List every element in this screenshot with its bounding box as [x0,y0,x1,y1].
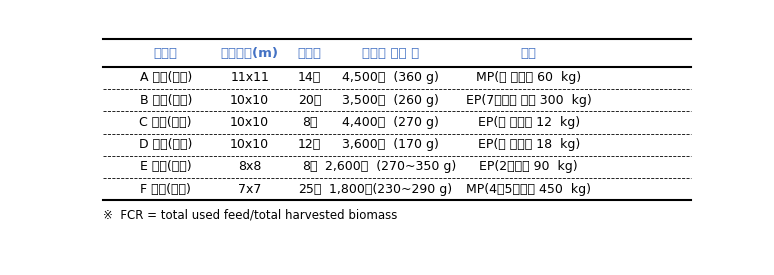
Text: 4,500미  (360 g): 4,500미 (360 g) [342,72,439,84]
Text: 2,600미  (270~350 g): 2,600미 (270~350 g) [325,160,457,174]
Text: EP(한 수조당 18  kg): EP(한 수조당 18 kg) [478,138,580,151]
Text: 8x8: 8x8 [238,160,262,174]
Text: MP(한 수조당 60  kg): MP(한 수조당 60 kg) [476,72,581,84]
Text: EP(2만미에 90  kg): EP(2만미에 90 kg) [479,160,578,174]
Text: 수조수: 수조수 [298,47,322,60]
Text: 10x10: 10x10 [230,138,269,151]
Text: 11x11: 11x11 [231,72,269,84]
Text: 수조크기(m): 수조크기(m) [221,47,279,60]
Text: F 수산(포항): F 수산(포항) [140,183,191,196]
Text: 사료: 사료 [521,47,536,60]
Text: ※  FCR = total used feed/total harvested biomass: ※ FCR = total used feed/total harvested … [103,209,397,222]
Text: 25개: 25개 [298,183,321,196]
Text: 업체명: 업체명 [154,47,178,60]
Text: EP(한 수조당 12  kg): EP(한 수조당 12 kg) [478,116,580,129]
Text: 12개: 12개 [298,138,321,151]
Text: E 수산(포항): E 수산(포항) [140,160,191,174]
Text: 3,500미  (260 g): 3,500미 (260 g) [342,94,439,107]
Text: 14개: 14개 [298,72,321,84]
Text: 3,600미  (170 g): 3,600미 (170 g) [342,138,439,151]
Text: 4,400미  (270 g): 4,400미 (270 g) [342,116,439,129]
Text: MP(4만5천미에 450  kg): MP(4만5천미에 450 kg) [466,183,591,196]
Text: D 수산(제주): D 수산(제주) [139,138,193,151]
Text: 10x10: 10x10 [230,116,269,129]
Text: 7x7: 7x7 [238,183,262,196]
Text: 8개: 8개 [302,160,317,174]
Text: EP(7만미에 하루 300  kg): EP(7만미에 하루 300 kg) [466,94,591,107]
Text: 수조당 개체 수: 수조당 개체 수 [362,47,420,60]
Text: 20개: 20개 [298,94,321,107]
Text: B 수산(제주): B 수산(제주) [139,94,192,107]
Text: A 수산(제주): A 수산(제주) [139,72,192,84]
Text: 8개: 8개 [302,116,317,129]
Text: C 수산(제주): C 수산(제주) [139,116,192,129]
Text: 10x10: 10x10 [230,94,269,107]
Text: 1,800미(230~290 g): 1,800미(230~290 g) [329,183,452,196]
